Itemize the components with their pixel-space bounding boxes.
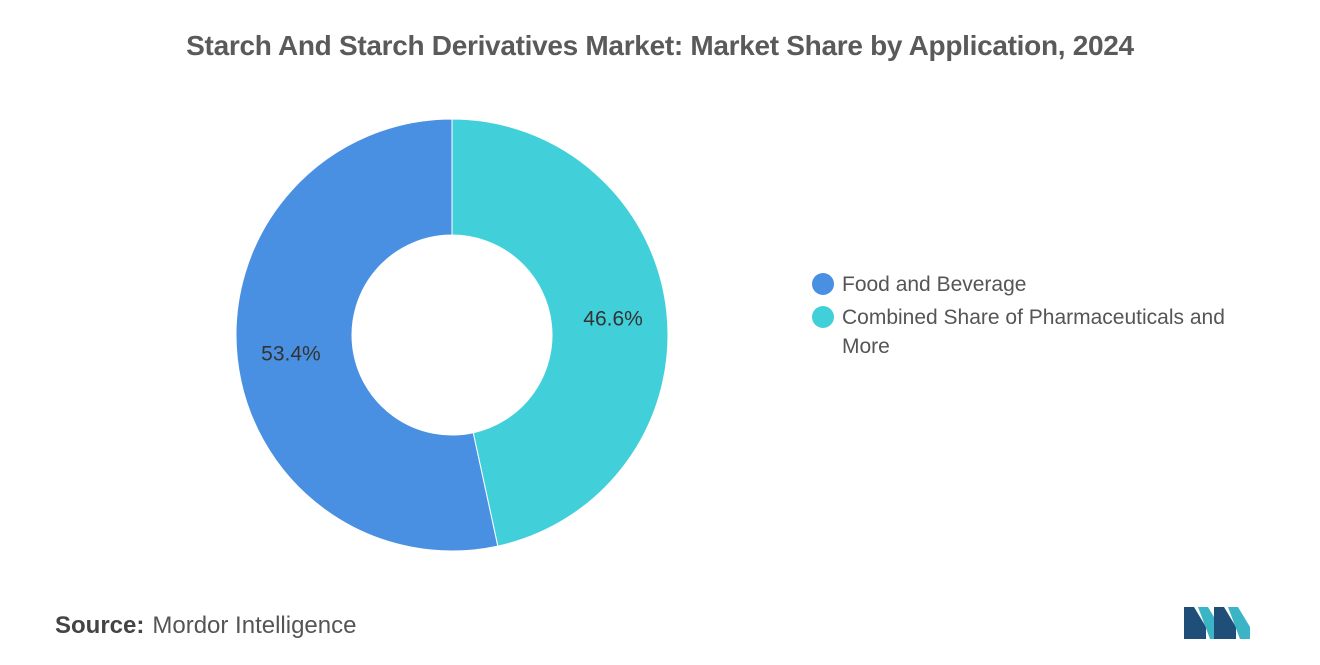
chart-title: Starch And Starch Derivatives Market: Ma… [186, 30, 1134, 61]
slice-label-pharmaceuticals-and-more: 46.6% [583, 308, 643, 331]
legend-swatch-food-and-beverage [812, 273, 834, 295]
legend-item-food-and-beverage: Food and Beverage [812, 270, 1272, 299]
legend: Food and Beverage Combined Share of Phar… [812, 270, 1272, 365]
legend-label-food-and-beverage: Food and Beverage [842, 273, 1027, 296]
legend-label-pharmaceuticals-and-more: Combined Share of Pharmaceuticals and Mo… [842, 306, 1225, 358]
source-label: Source: [55, 612, 145, 639]
legend-item-pharmaceuticals-and-more: Combined Share of Pharmaceuticals and Mo… [812, 303, 1272, 361]
source-value: Mordor Intelligence [152, 612, 357, 639]
slice-food-and-beverage [235, 118, 499, 552]
slice-pharmaceuticals-and-more [451, 118, 669, 547]
mordor-intelligence-logo-icon [1184, 607, 1250, 639]
source-footer: Source: Mordor Intelligence [55, 612, 356, 640]
legend-swatch-pharmaceuticals-and-more [812, 306, 834, 328]
slice-label-food-and-beverage: 53.4% [261, 342, 321, 365]
